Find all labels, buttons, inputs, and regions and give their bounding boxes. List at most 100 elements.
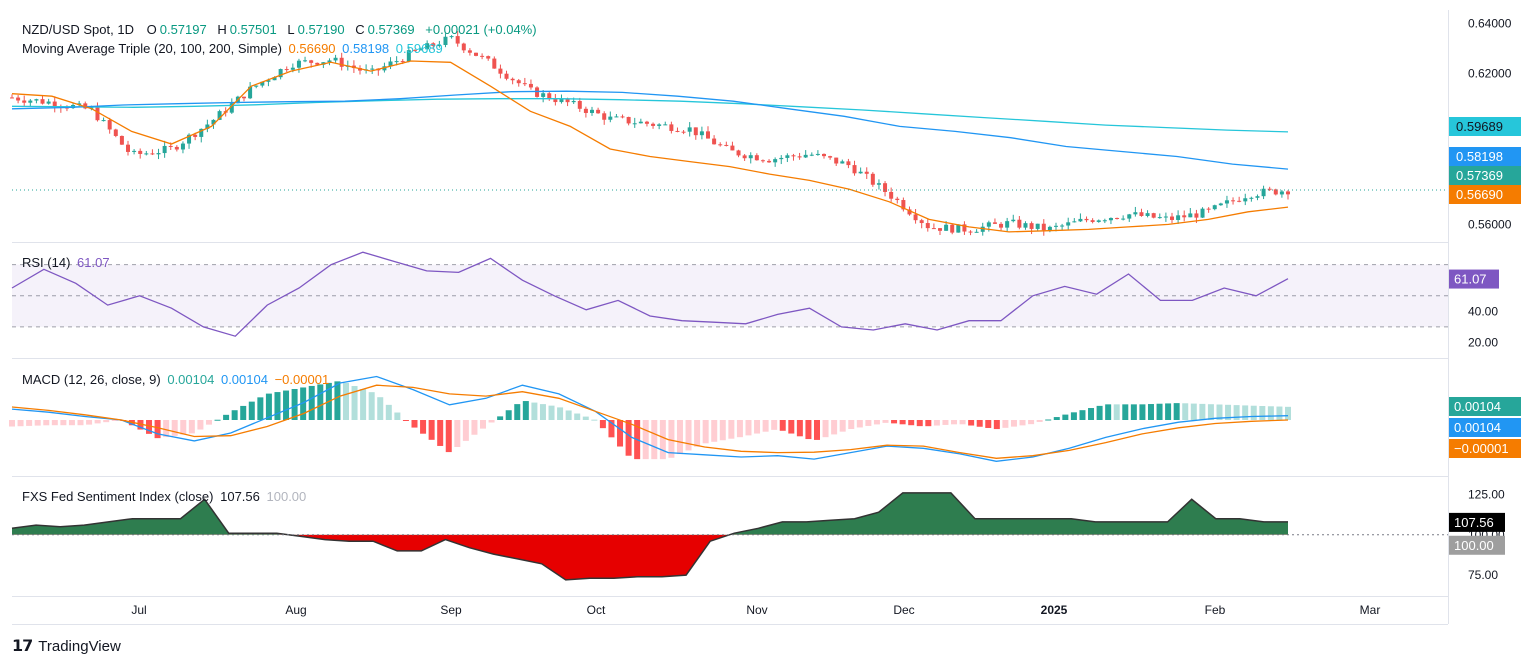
macd-hist-bar bbox=[214, 419, 221, 421]
ma20-line bbox=[11, 60, 1289, 233]
candle bbox=[144, 150, 149, 156]
macd-hist-bar bbox=[111, 420, 118, 421]
macd-hist-bar bbox=[1139, 404, 1146, 420]
rsi-label[interactable]: RSI (14) bbox=[22, 255, 71, 270]
candle-body bbox=[107, 120, 112, 130]
macd-hist-bar bbox=[1045, 419, 1052, 421]
candle-body bbox=[522, 83, 527, 85]
candle-body bbox=[370, 68, 375, 70]
macd-hist-bar bbox=[582, 416, 589, 420]
candle-body bbox=[815, 153, 820, 155]
candle-body bbox=[693, 127, 698, 136]
candle-body bbox=[119, 135, 124, 145]
candle bbox=[126, 140, 130, 156]
legend-symbol[interactable]: NZD/USD Spot, 1D bbox=[22, 22, 134, 37]
macd-hist-bar bbox=[565, 410, 572, 420]
candle-body bbox=[437, 45, 442, 47]
brand-name: TradingView bbox=[38, 637, 121, 655]
candle-body bbox=[174, 146, 179, 150]
macd-hist-bar bbox=[1002, 420, 1009, 428]
macd-hist-bar bbox=[771, 420, 778, 430]
candle-body bbox=[596, 109, 601, 114]
candle-body bbox=[608, 116, 613, 120]
macd-hist-bar bbox=[925, 420, 932, 427]
macd-hist-bar bbox=[899, 420, 906, 425]
candle bbox=[278, 68, 283, 80]
macd-legend: MACD (12, 26, close, 9) 0.00104 0.00104 … bbox=[22, 372, 332, 387]
macd-hist-bar bbox=[51, 420, 58, 426]
candle bbox=[809, 152, 814, 157]
candle-body bbox=[217, 111, 222, 120]
macd-hist-bar bbox=[283, 390, 290, 420]
candle-body bbox=[925, 223, 930, 229]
macd-hist-bar bbox=[813, 420, 820, 440]
candle bbox=[547, 91, 552, 101]
candle-body bbox=[132, 150, 137, 152]
candle bbox=[1218, 202, 1223, 206]
candle-body bbox=[1108, 217, 1113, 221]
candle-body bbox=[895, 198, 900, 201]
candle-body bbox=[193, 134, 198, 137]
candle bbox=[516, 78, 521, 87]
macd-hist-bar bbox=[608, 420, 615, 438]
macd-hist-bar bbox=[368, 392, 375, 420]
candle-body bbox=[474, 52, 478, 56]
candle-body bbox=[541, 93, 546, 97]
candle bbox=[1096, 219, 1101, 223]
candle bbox=[950, 223, 955, 235]
macd-hist-bar bbox=[377, 397, 384, 420]
candle-body bbox=[95, 107, 100, 121]
candle-body bbox=[669, 124, 674, 131]
ma-label[interactable]: Moving Average Triple (20, 100, 200, Sim… bbox=[22, 41, 282, 56]
candle bbox=[10, 94, 14, 99]
rsi-tag-label: 61.07 bbox=[1454, 272, 1487, 287]
macd-hist-bar bbox=[754, 420, 761, 434]
candle bbox=[16, 95, 21, 104]
candle-body bbox=[809, 154, 814, 156]
candle-body bbox=[431, 43, 436, 46]
candle-body bbox=[718, 144, 723, 146]
macd-hist-bar bbox=[103, 420, 110, 423]
candle bbox=[608, 111, 613, 123]
candle-body bbox=[187, 134, 192, 144]
candle-body bbox=[1182, 215, 1187, 218]
macd-hist-bar bbox=[437, 420, 444, 446]
candle bbox=[895, 196, 900, 204]
macd-hist-bar bbox=[668, 420, 675, 458]
macd-hist-bar bbox=[642, 420, 649, 460]
candle bbox=[834, 157, 839, 166]
candle bbox=[1188, 208, 1193, 218]
candle-body bbox=[864, 171, 869, 174]
candle bbox=[388, 57, 393, 70]
macd-hist-bar bbox=[617, 420, 624, 447]
macd-hist-bar bbox=[1088, 408, 1095, 420]
tradingview-brand[interactable]: 𝟭𝟳 TradingView bbox=[12, 636, 121, 656]
candle bbox=[504, 70, 509, 81]
candle bbox=[1060, 223, 1065, 231]
candle bbox=[40, 95, 45, 105]
candle bbox=[498, 64, 503, 79]
candle-body bbox=[1188, 213, 1193, 218]
candle-body bbox=[657, 124, 662, 126]
macd-hist-bar bbox=[651, 420, 658, 460]
candle bbox=[296, 58, 301, 73]
macd-hist-bar bbox=[1216, 404, 1223, 420]
candle-body bbox=[559, 98, 564, 103]
candle-body bbox=[498, 68, 503, 74]
y-tick-label: 0.62000 bbox=[1468, 67, 1512, 81]
candle-body bbox=[315, 62, 320, 65]
candle bbox=[406, 46, 411, 63]
candle bbox=[1157, 213, 1162, 219]
candle-body bbox=[1255, 196, 1260, 198]
candle-body bbox=[840, 161, 845, 164]
candle-body bbox=[1170, 216, 1174, 220]
candle bbox=[1206, 207, 1211, 213]
candle-body bbox=[1139, 212, 1144, 216]
macd-label[interactable]: MACD (12, 26, close, 9) bbox=[22, 372, 161, 387]
candle-body bbox=[516, 80, 521, 84]
fxs-label[interactable]: FXS Fed Sentiment Index (close) bbox=[22, 489, 214, 504]
macd-hist-bar bbox=[993, 420, 1000, 430]
candle-body bbox=[449, 36, 454, 38]
macd-hist-bar bbox=[188, 420, 195, 434]
candle-body bbox=[1066, 222, 1071, 226]
